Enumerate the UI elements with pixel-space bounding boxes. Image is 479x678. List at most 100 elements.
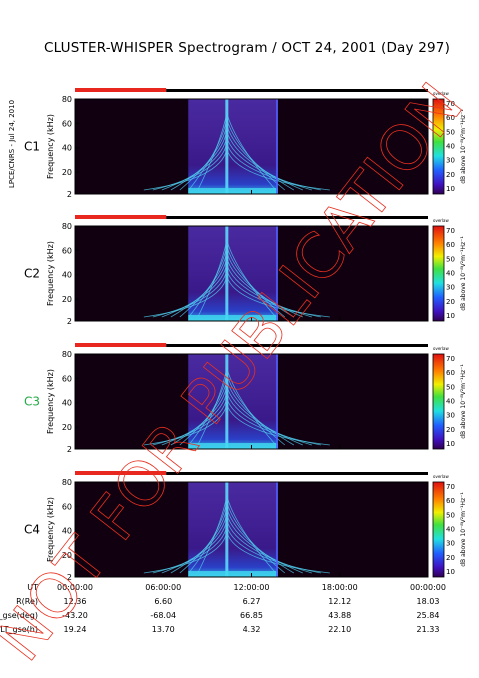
colorbar-corner-text: overlaw [433, 218, 449, 223]
harmonic-curve [161, 519, 228, 574]
ephemeris-value: 00:00:00 [57, 583, 93, 592]
harmonic-curve [143, 403, 228, 446]
orbit-bar-red [75, 471, 167, 475]
ephemeris-value: 18.03 [416, 597, 440, 606]
colorbar-tick-label: 60 [446, 241, 455, 249]
ephemeris-value: 25.84 [416, 611, 440, 620]
colorbar-tick-label: 30 [446, 157, 455, 165]
colorbar-tick-label: 40 [446, 270, 455, 278]
colorbar-tick-label: 30 [446, 284, 455, 292]
data-window-edge [275, 482, 278, 577]
ephemeris-value: 6.60 [154, 597, 173, 606]
y-tick-label: 60 [62, 246, 72, 255]
harmonic-curve [188, 118, 228, 191]
data-window-edge [275, 99, 278, 194]
harmonic-curve [170, 385, 228, 446]
harmonic-curve [226, 531, 330, 574]
y-axis-label: Frequency (kHz) [46, 114, 55, 179]
colorbar-label: dB above 10⁻⁸V²m⁻¹Hz⁻¹ [460, 492, 467, 567]
harmonic-curve [170, 513, 228, 574]
spectrogram-panel-c4: 80 60 40 20 2 Frequency (kHz) C4 overlaw 70 60 50 4… [24, 471, 467, 582]
ephemeris-value: 06:00:00 [145, 583, 182, 592]
harmonic-curve [179, 379, 228, 446]
y-tick-label: 2 [67, 317, 72, 326]
harmonic-curve [226, 239, 277, 318]
ephemeris-value: 66.85 [240, 611, 263, 620]
y-tick-label: 40 [62, 527, 72, 536]
colorbar-tick-label: 50 [446, 511, 455, 519]
colorbar-corner-text: overlaw [433, 474, 449, 479]
spacecraft-label: C4 [24, 523, 40, 537]
ephemeris-value: 13.70 [151, 625, 175, 634]
colorbar-tick-label: 40 [446, 143, 455, 151]
colorbar [432, 225, 445, 322]
colorbar-tick-label: 20 [446, 298, 455, 306]
harmonic-curve [143, 148, 228, 191]
ephemeris-value: 19.24 [63, 625, 87, 634]
colorbar-tick-label: 20 [446, 554, 455, 562]
plasma-emission-streak [225, 354, 229, 449]
y-axis-label: Frequency (kHz) [46, 241, 55, 306]
colorbar-tick-label: 10 [446, 185, 455, 193]
ephemeris-value: 4.32 [242, 625, 261, 634]
ephemeris-row-label: LT_gse(h) [0, 625, 38, 634]
low-frequency-band [188, 188, 278, 194]
chart-title: CLUSTER-WHISPER Spectrogram / OCT 24, 20… [44, 40, 451, 56]
colorbar [432, 353, 445, 450]
y-tick-label: 20 [62, 168, 72, 177]
orbit-bar-line [166, 472, 429, 475]
harmonic-curve [188, 501, 228, 574]
y-tick-label: 2 [67, 573, 72, 582]
orbit-bar-line [166, 216, 429, 219]
colorbar-corner-text: overlaw [433, 346, 449, 351]
harmonic-curve [179, 251, 228, 318]
colorbar-tick-label: 50 [446, 128, 455, 136]
colorbar-tick-label: 60 [446, 369, 455, 377]
spectrogram-panel-c2: 80 60 40 20 2 Frequency (kHz) C2 overlaw 70 60 50 4… [24, 215, 467, 326]
colorbar-tick-label: 10 [446, 312, 455, 320]
harmonic-curve [226, 403, 330, 446]
ephemeris-value: 18:00:00 [321, 583, 358, 592]
plasma-emission-streak [225, 226, 229, 321]
low-frequency-band [188, 571, 278, 577]
colorbar-tick-label: 20 [446, 426, 455, 434]
ephemeris-row-label: Lat_gse(deg) [0, 611, 38, 620]
colorbar-label: dB above 10⁻⁸V²m⁻¹Hz⁻¹ [460, 109, 467, 184]
ephemeris-row-label: R(Re) [16, 597, 38, 606]
orbit-bar-line [166, 344, 429, 347]
colorbar [432, 481, 445, 578]
y-tick-label: 60 [62, 374, 72, 383]
colorbar-tick-label: 70 [446, 100, 455, 108]
y-tick-label: 20 [62, 295, 72, 304]
ephemeris-value: -43.20 [62, 611, 88, 620]
harmonic-curve [226, 275, 330, 318]
colorbar-tick-label: 30 [446, 412, 455, 420]
harmonic-curve [226, 112, 277, 191]
harmonic-curve [226, 373, 286, 446]
y-tick-label: 40 [62, 144, 72, 153]
colorbar-tick-label: 20 [446, 171, 455, 179]
colorbar-label: dB above 10⁻⁸V²m⁻¹Hz⁻¹ [460, 236, 467, 311]
ephemeris-value: 12.12 [328, 597, 352, 606]
y-tick-label: 2 [67, 190, 72, 199]
harmonic-curve [143, 531, 228, 574]
ephemeris-value: 43.88 [328, 611, 352, 620]
spacecraft-label: C2 [24, 267, 40, 281]
harmonic-curve [179, 507, 228, 574]
y-tick-label: 40 [62, 399, 72, 408]
harmonic-curve [170, 257, 228, 318]
ephemeris-value: 00:00:00 [410, 583, 446, 592]
colorbar-tick-label: 10 [446, 440, 455, 448]
harmonic-curve [188, 245, 228, 318]
harmonic-curve [161, 136, 228, 191]
y-axis-label: Frequency (kHz) [46, 369, 55, 434]
y-tick-label: 80 [62, 222, 72, 231]
data-window-edge [275, 354, 278, 449]
plasma-emission-streak [225, 99, 229, 194]
colorbar-tick-label: 70 [446, 483, 455, 491]
colorbar-label: dB above 10⁻⁸V²m⁻¹Hz⁻¹ [460, 364, 467, 439]
orbit-bar-red [75, 343, 167, 347]
harmonic-curve [226, 507, 295, 574]
harmonic-curve [226, 148, 330, 191]
